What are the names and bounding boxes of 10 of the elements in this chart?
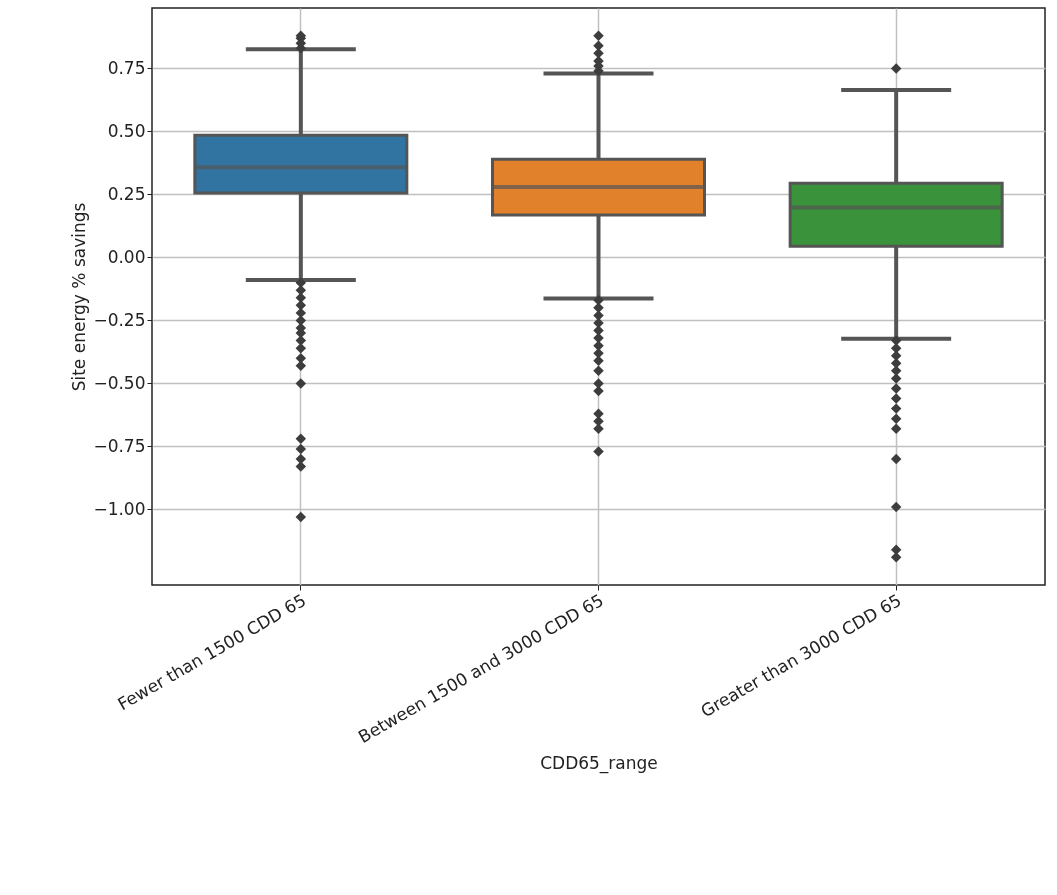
y-tick-label: 0.25	[107, 183, 146, 204]
x-axis-title: CDD65_range	[540, 753, 658, 775]
y-tick-label: 0.50	[107, 120, 146, 141]
y-tick-label: −0.75	[93, 435, 146, 456]
y-tick-label: 0.75	[107, 57, 146, 78]
y-tick-label: −1.00	[93, 498, 146, 519]
y-tick-label: −0.25	[93, 309, 146, 330]
y-axis-title: Site energy % savings	[69, 202, 90, 392]
y-tick-label: −0.50	[93, 372, 146, 393]
y-tick-label: 0.00	[107, 246, 146, 267]
